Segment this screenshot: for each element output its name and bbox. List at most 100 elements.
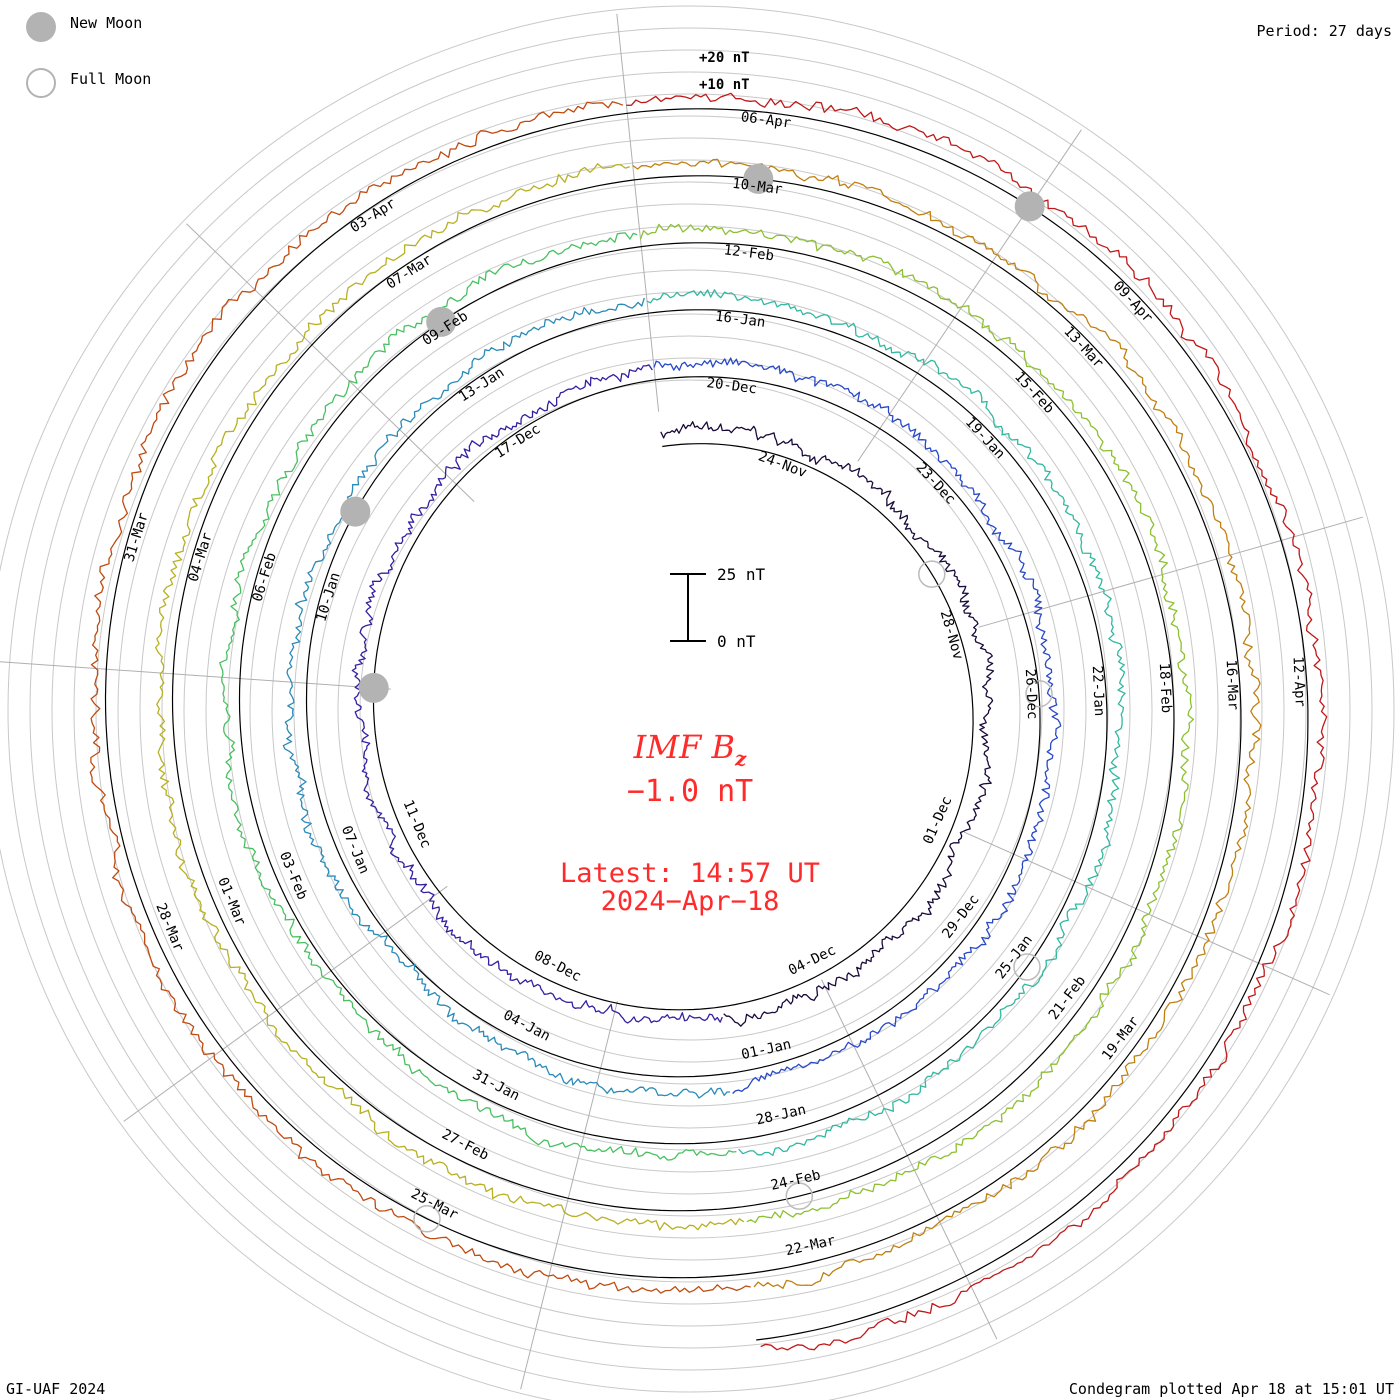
date-label: 10-Mar (731, 176, 783, 198)
full-moon-marker (1013, 953, 1041, 981)
period-spoke (123, 885, 448, 1122)
grid-ring (117, 137, 1263, 1283)
date-label: 15-Feb (1011, 369, 1057, 417)
latest-time: Latest: 14:57 UT (559, 858, 821, 889)
date-label: 18-Feb (1156, 662, 1174, 713)
full-moon-marker (785, 1182, 814, 1210)
period-spoke (978, 516, 1364, 628)
bz-trace-segment (351, 364, 723, 1024)
date-label: 19-Jan (962, 414, 1008, 462)
grid-ring (227, 247, 1153, 1173)
period-spokes (0, 13, 1364, 1390)
period-spoke (821, 979, 998, 1340)
ring-scale-label-20: +20 nT (699, 50, 750, 66)
date-label: 24-Nov (756, 448, 809, 481)
grid-ring (161, 181, 1219, 1239)
date-label: 07-Mar (384, 252, 435, 293)
date-label: 04-Dec (786, 942, 838, 979)
ring-scale-label-10: +10 nT (699, 77, 750, 93)
grid-ring (249, 269, 1131, 1151)
bz-trace-segment (639, 223, 1195, 1224)
baseline-spiral (104, 108, 1309, 1341)
full-moon-marker (413, 1205, 441, 1233)
date-label: 06-Feb (250, 551, 280, 604)
grid-ring (271, 291, 1109, 1129)
zero-baseline (104, 108, 1309, 1341)
footer-right-plot-time: Condegram plotted Apr 18 at 15:01 UT (1068, 1380, 1394, 1398)
date-label: 08-Dec (531, 948, 583, 985)
date-label: 06-Apr (740, 109, 792, 131)
period-spoke (963, 831, 1330, 996)
bz-trace-segment (632, 158, 1262, 1289)
period-label: Period: 27 days (1256, 22, 1392, 40)
grid-ring (29, 49, 1351, 1371)
new-moon-marker (426, 306, 457, 337)
new-moon-legend-label: New Moon (70, 14, 143, 32)
full-moon-marker (918, 560, 946, 588)
scale-top-label: 25 nT (717, 565, 766, 584)
scale-bottom-label: 0 nT (717, 632, 756, 651)
new-moon-marker (1014, 191, 1045, 222)
new-moon-marker (340, 496, 371, 527)
bz-trace-segment (626, 92, 1328, 1351)
date-label: 28-Nov (937, 609, 966, 662)
date-label: 01-Jan (740, 1036, 793, 1063)
date-label: 21-Feb (1046, 973, 1089, 1023)
bz-trace-segment (89, 101, 751, 1294)
date-label: 22-Jan (1089, 665, 1107, 716)
date-label: 16-Mar (1223, 659, 1241, 710)
date-label: 27-Feb (439, 1126, 491, 1163)
new-moon-marker (358, 672, 389, 703)
period-spoke (520, 1000, 618, 1390)
date-label: 26-Dec (1022, 668, 1040, 719)
grid-ring (139, 159, 1241, 1261)
date-label: 16-Jan (714, 309, 766, 331)
bz-trace (89, 92, 1328, 1351)
period-spoke (186, 223, 475, 502)
chart-title-main: IMF B (633, 728, 735, 766)
grid-ring (315, 335, 1065, 1085)
date-label: 10-Jan (313, 571, 343, 624)
period-spoke (0, 661, 391, 690)
full-moon-marker (1025, 679, 1053, 708)
grid-rings (0, 5, 1395, 1400)
date-label: 24-Feb (769, 1167, 822, 1194)
grid-ring (293, 313, 1087, 1107)
date-label: 12-Feb (723, 242, 775, 264)
bz-trace-segment (646, 289, 1126, 1157)
date-label: 12-Apr (1290, 656, 1308, 707)
scale-bar: 25 nT 0 nT (670, 565, 766, 651)
grid-ring (51, 71, 1329, 1349)
grid-ring (337, 357, 1043, 1063)
date-label: 04-Jan (500, 1007, 552, 1044)
date-label: 25-Mar (408, 1186, 460, 1223)
full-moon-legend-label: Full Moon (70, 70, 152, 88)
latest-date: 2024−Apr−18 (600, 886, 780, 917)
date-label: 01-Dec (920, 794, 955, 847)
chart-title-subscript: z (734, 746, 747, 771)
ring-scale-labels: +20 nT +10 nT (699, 50, 750, 93)
bz-trace-segment (282, 297, 731, 1099)
bz-trace-segment (219, 232, 737, 1161)
date-label: 31-Jan (470, 1067, 522, 1104)
full-moon-legend-icon (26, 68, 56, 98)
date-label: 31-Mar (122, 511, 152, 564)
date-label: 28-Jan (755, 1102, 808, 1129)
footer-left-credit: GI-UAF 2024 (6, 1380, 106, 1398)
date-label: 01-Mar (214, 875, 248, 928)
date-label: 03-Feb (276, 849, 310, 902)
period-spoke (616, 13, 660, 412)
bz-trace-segment (154, 163, 745, 1231)
date-label: 03-Apr (348, 195, 399, 236)
bz-trace-segment (653, 357, 1062, 1094)
grid-ring (183, 203, 1197, 1217)
period-spoke (857, 129, 1082, 462)
moon-markers (340, 163, 1053, 1233)
grid-ring (7, 27, 1373, 1393)
date-label: 28-Mar (152, 901, 186, 954)
date-labels: 24-Nov 28-Nov 01-Dec 04-Dec 08-Dec 11-Dec 17-D… (122, 109, 1308, 1259)
date-label: 20-Dec (706, 375, 758, 397)
date-label: 11-Dec (400, 798, 434, 851)
chart-title: IMF Bz (490, 728, 890, 770)
